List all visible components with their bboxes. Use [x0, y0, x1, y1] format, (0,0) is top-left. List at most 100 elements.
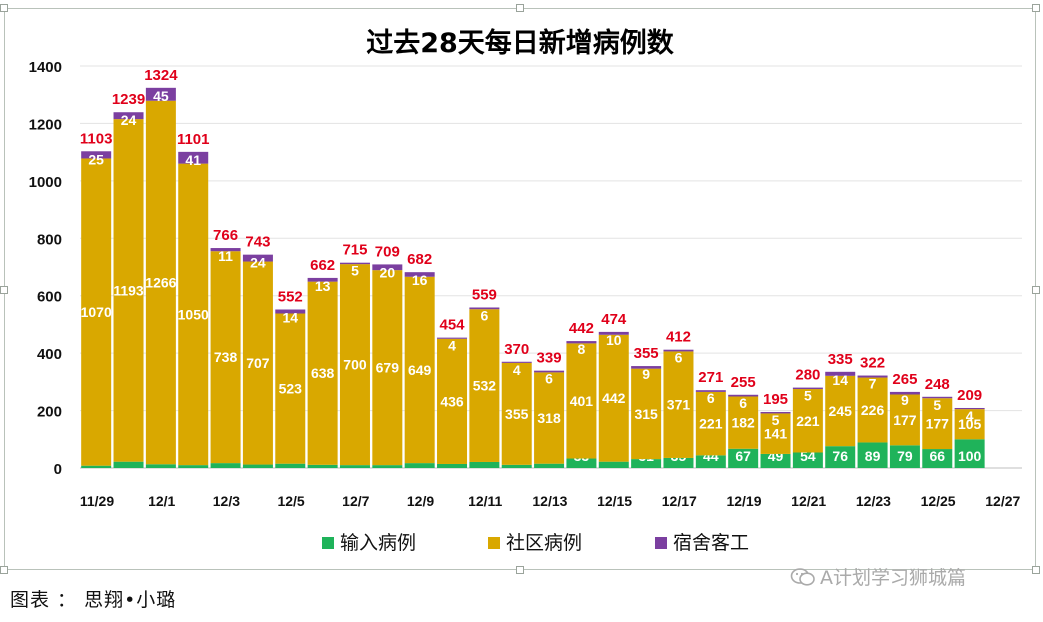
segment-label: 5: [804, 388, 812, 404]
bar-stack: 1552314552: [275, 288, 306, 468]
segment-label: 41: [185, 152, 201, 168]
bar-stack: 1163813662: [307, 257, 338, 468]
resize-handle-left[interactable]: [0, 286, 8, 294]
total-label: 280: [795, 367, 820, 384]
bar-segment: [339, 262, 370, 265]
bar-segment: [889, 391, 920, 395]
bar-segment: [113, 119, 144, 462]
resize-handle-bottom[interactable]: [516, 566, 524, 574]
bar-segment: [307, 464, 338, 468]
total-label: 715: [342, 242, 367, 259]
y-tick-label: 1400: [29, 59, 62, 76]
y-tick-label: 0: [54, 461, 62, 478]
bar-segment: [242, 261, 273, 465]
bar-segment: [695, 455, 726, 468]
segment-label: 6: [675, 350, 683, 366]
segment-label: 6: [707, 390, 715, 406]
bar-stack: 66 177 5 248: [922, 376, 953, 468]
total-label: 195: [763, 391, 788, 408]
bar-segment: [760, 453, 791, 468]
bar-segment: [210, 463, 241, 468]
segment-label: 638: [311, 365, 335, 381]
bar-segment: [695, 391, 726, 456]
bar-segment: [792, 387, 823, 390]
bar-stack: 144364454: [437, 317, 468, 468]
bar-segment: [954, 439, 985, 468]
resize-handle-top[interactable]: [516, 4, 524, 12]
bar-stack: 153186339: [534, 350, 565, 468]
bar-segment: [210, 251, 241, 464]
segment-label: 532: [473, 378, 497, 394]
segment-label: 707: [246, 355, 270, 371]
total-label: 709: [375, 243, 400, 260]
resize-handle-bottom-left[interactable]: [0, 566, 8, 574]
bar-segment: [534, 370, 565, 373]
segment-label: 679: [376, 360, 400, 376]
segment-label: 24: [250, 255, 266, 271]
resize-handle-bottom-right[interactable]: [1032, 566, 1040, 574]
segment-label: 20: [380, 264, 396, 280]
total-label: 682: [407, 251, 432, 268]
bar-segment: [437, 463, 468, 468]
bar-segment: [275, 309, 306, 314]
bar-stack: 131266451324: [144, 67, 178, 468]
chart-frame: [4, 8, 1036, 570]
bar-segment: [598, 334, 629, 462]
segment-label: 6: [545, 371, 553, 387]
x-tick-label: 12/1: [148, 493, 175, 509]
bar-segment: [178, 163, 209, 466]
resize-handle-right[interactable]: [1032, 286, 1040, 294]
bar-stack: 1764916682: [404, 251, 435, 468]
bar-segment: [404, 272, 435, 277]
total-label: 271: [698, 369, 723, 386]
total-label: 454: [440, 317, 466, 334]
watermark-text: A计划学习狮城篇: [820, 567, 966, 589]
total-label: 355: [634, 345, 659, 362]
segment-label: 221: [699, 416, 723, 432]
bar-stack: 1773811766: [210, 227, 241, 468]
bar-segment: [178, 151, 209, 164]
x-tick-label: 11/29: [80, 493, 114, 509]
total-label: 1324: [144, 67, 178, 84]
resize-handle-top-left[interactable]: [0, 4, 8, 12]
segment-label: 221: [796, 413, 820, 429]
y-tick-label: 600: [37, 289, 62, 306]
segment-label: 315: [634, 406, 658, 422]
total-label: 412: [666, 329, 691, 346]
x-tick-label: 12/15: [597, 493, 632, 509]
bar-segment: [145, 100, 176, 465]
segment-label: 6: [480, 307, 488, 323]
bar-stack: 81070251103: [80, 130, 112, 468]
bar-segment: [889, 445, 920, 468]
resize-handle-top-right[interactable]: [1032, 4, 1040, 12]
bar-segment: [598, 461, 629, 468]
bar-segment: [954, 409, 985, 440]
segment-label: 13: [315, 278, 331, 294]
bar-segment: [437, 337, 468, 339]
x-axis: 11/29 12/1 12/3 12/5 12/7 12/9 12/11 12/13 12/15…: [80, 493, 1021, 509]
bar-segment: [695, 390, 726, 392]
segment-label: 14: [832, 372, 848, 388]
segment-label: 700: [343, 357, 367, 373]
bar-segment: [469, 461, 500, 468]
x-tick-label: 12/19: [726, 493, 761, 509]
segment-label: 4: [966, 408, 974, 424]
bar-stack: 313159355: [631, 345, 662, 468]
segment-label: 523: [279, 381, 303, 397]
segment-label: 16: [412, 272, 428, 288]
total-label: 662: [310, 257, 335, 274]
bar-stack: 221193241239: [112, 91, 145, 468]
bar-segment: [501, 361, 532, 363]
bar-segment: [857, 375, 888, 378]
bar-stack: 1270724743: [242, 234, 273, 468]
bar-stack: 334018442: [566, 320, 597, 468]
bar-segment: [631, 368, 662, 460]
bar-segment: [501, 362, 532, 465]
y-axis: 0 200 400 600 800 1000 1200 1400: [29, 59, 62, 478]
bar-segment: [728, 394, 759, 397]
bar-segment: [81, 151, 112, 159]
y-tick-label: 1000: [29, 174, 62, 191]
bar-segment: [663, 457, 694, 468]
bar-segment: [372, 465, 403, 468]
